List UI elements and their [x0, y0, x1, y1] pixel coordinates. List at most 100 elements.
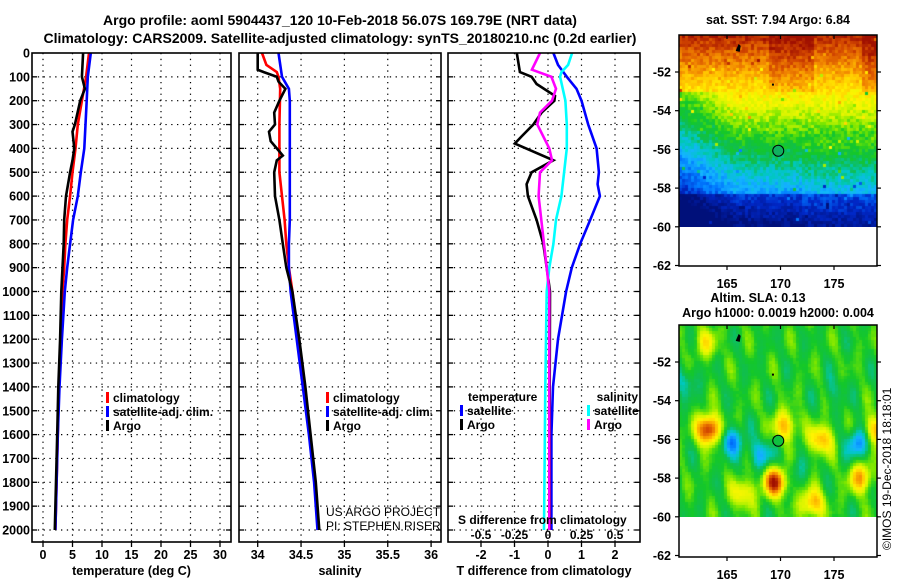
sla-map-panel: 165 170 175 -52 -54 -56 -58 -60 -62 Altim. SLA: 0…	[653, 291, 881, 580]
depth-axis: 0 100 200 300 400 500 600 700 800 900 1000 1100 1200…	[2, 47, 30, 538]
depth-tick-label: 1600	[2, 428, 30, 442]
difference-panel: -2 -1 0 1 2 T difference from climatology temp…	[447, 52, 641, 578]
island-shape	[735, 333, 741, 342]
sst-map-image	[679, 35, 877, 227]
lon-tick-label: 175	[824, 568, 845, 580]
x-tick-label: 36	[424, 548, 438, 562]
x-tick-label: 10	[95, 548, 109, 562]
legend-swatch	[106, 406, 109, 417]
depth-tick-label: 1500	[2, 404, 30, 418]
depth-tick-label: 200	[9, 94, 30, 108]
x-tick-label: -1	[509, 548, 520, 562]
depth-tick-label: 800	[9, 237, 30, 251]
legend-swatch	[326, 406, 329, 417]
legend-header-salinity: salinity	[597, 390, 639, 404]
x-tick-label: 30	[213, 548, 227, 562]
x-tick-label: 0	[545, 548, 552, 562]
series-line-satellite-adj-clim-	[277, 52, 319, 531]
lat-tick-label: -62	[653, 549, 671, 563]
depth-tick-label: 0	[23, 47, 30, 61]
x-tick-label: 35.5	[376, 548, 400, 562]
legend-label: Argo	[467, 418, 495, 432]
depth-tick-label: 900	[9, 261, 30, 275]
legend-label: satellite	[467, 404, 512, 418]
depth-tick-label: 400	[9, 142, 30, 156]
legend-label: satellite-adj. clim.	[333, 405, 433, 419]
series-line-argo	[256, 53, 321, 531]
legend-swatch	[460, 405, 463, 416]
sla-map-subtitle: Argo h1000: 0.0019 h2000: 0.004	[682, 306, 874, 320]
legend-label: satellite	[594, 404, 639, 418]
lat-tick-label: -54	[653, 394, 671, 408]
depth-tick-label: 1300	[2, 357, 30, 371]
x-tick-label: 20	[154, 548, 168, 562]
depth-tick-label: 1200	[2, 333, 30, 347]
argo-position-marker	[772, 434, 785, 447]
sst-map-title: sat. SST: 7.94 Argo: 6.84	[706, 13, 850, 27]
depth-tick-label: 300	[9, 118, 30, 132]
x-axis-label: temperature (deg C)	[72, 564, 191, 578]
s-tick-label: 0.5	[607, 528, 624, 542]
legend-swatch	[460, 419, 463, 430]
x-tick-label: 34	[251, 548, 265, 562]
lat-tick-label: -58	[653, 182, 671, 196]
x-tick-label: 2	[612, 548, 619, 562]
depth-tick-label: 700	[9, 213, 30, 227]
depth-tick-label: 100	[9, 70, 30, 84]
lat-tick-label: -56	[653, 433, 671, 447]
s-tick-label: -0.5	[471, 528, 492, 542]
depth-tick-label: 1400	[2, 380, 30, 394]
lat-tick-label: -58	[653, 472, 671, 486]
temperature-panel: 0 5 10 15 20 25 30 temperature (deg C) climatolo…	[31, 52, 232, 578]
depth-tick-label: 1900	[2, 500, 30, 514]
lat-tick-label: -52	[653, 66, 671, 80]
depth-tick-label: 500	[9, 166, 30, 180]
depth-tick-label: 1700	[2, 452, 30, 466]
sla-map-title: Altim. SLA: 0.13	[710, 291, 805, 305]
x-tick-label: -2	[475, 548, 486, 562]
s-tick-label: -0.25	[501, 528, 529, 542]
x-tick-label: 34.5	[289, 548, 313, 562]
map-frame	[678, 34, 878, 267]
s-tick-label: 0.25	[570, 528, 594, 542]
x-tick-label: 5	[69, 548, 76, 562]
argo-position-marker	[772, 144, 785, 157]
x-tick-label: 35	[337, 548, 351, 562]
sla-map-image	[679, 325, 877, 517]
legend-swatch	[587, 405, 590, 416]
legend-header-temperature: temperature	[468, 390, 538, 404]
legend-swatch	[326, 420, 329, 431]
x-tick-label: 15	[125, 548, 139, 562]
x-tick-label: 25	[184, 548, 198, 562]
depth-tick-label: 1000	[2, 285, 30, 299]
island-shape	[771, 373, 774, 376]
legend-label: satellite-adj. clim.	[113, 405, 213, 419]
x-axis-label: T difference from climatology	[456, 564, 631, 578]
legend-swatch	[587, 419, 590, 430]
plot-frame	[447, 52, 641, 543]
plot-frame	[238, 52, 442, 543]
lon-tick-label: 175	[824, 277, 845, 291]
x-tick-label: 1	[578, 548, 585, 562]
series-line-argo	[53, 52, 87, 531]
depth-tick-label: 2000	[2, 524, 30, 538]
island-shape	[735, 43, 741, 52]
lat-tick-label: -52	[653, 356, 671, 370]
s-tick-label: 0	[545, 528, 552, 542]
island-shape	[771, 83, 774, 86]
salinity-panel: 34 34.5 35 35.5 36 salinity climatologysatelli…	[238, 52, 442, 578]
x-axis-label: salinity	[318, 564, 361, 578]
credit-pi: PI: STEPHEN RISER	[326, 519, 441, 533]
lat-tick-label: -60	[653, 510, 671, 524]
legend-label: Argo	[113, 419, 141, 433]
lat-tick-label: -62	[653, 259, 671, 273]
depth-tick-label: 1100	[3, 309, 30, 323]
legend-label: climatology	[113, 391, 180, 405]
lon-tick-label: 165	[717, 568, 738, 580]
s-axis-label: S difference from climatology	[458, 513, 627, 527]
credit-project: US ARGO PROJECT	[326, 505, 441, 519]
legend-swatch	[106, 420, 109, 431]
series-line-t-satellite	[550, 52, 602, 530]
legend-label: climatology	[333, 391, 400, 405]
